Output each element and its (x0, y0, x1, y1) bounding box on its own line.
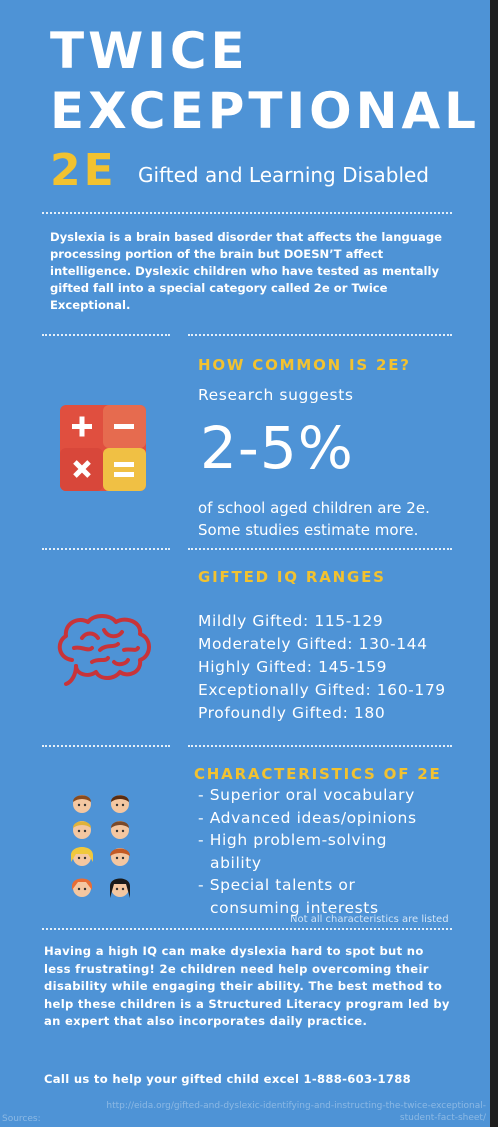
list-item: - High problem-solving (198, 831, 388, 849)
divider (188, 548, 452, 550)
source-link[interactable]: http://eida.org/gifted-and-dyslexic-iden… (26, 1100, 486, 1124)
calculator-icon (60, 405, 146, 491)
children-faces-icon (70, 795, 130, 898)
list-item: ability (210, 853, 262, 872)
sources-label: Sources: (2, 1114, 41, 1124)
window-edge (490, 0, 498, 1127)
characteristics-note: Not all characteristics are listed (290, 914, 449, 925)
list-item: - Superior oral vocabulary (198, 786, 415, 804)
common-stat: 2-5% (200, 414, 354, 482)
divider (42, 334, 170, 336)
divider (188, 334, 452, 336)
call-to-action[interactable]: Call us to help your gifted child excel … (44, 1072, 411, 1086)
divider (42, 745, 170, 747)
subtitle: Gifted and Learning Disabled (138, 163, 429, 187)
common-line-2: Some studies estimate more. (198, 521, 419, 539)
list-item: Profoundly Gifted: 180 (198, 704, 386, 722)
source-url-line-1[interactable]: http://eida.org/gifted-and-dyslexic-iden… (106, 1101, 486, 1111)
divider (188, 745, 452, 747)
iq-heading: GIFTED IQ RANGES (198, 568, 386, 586)
divider (42, 212, 452, 214)
list-item: Exceptionally Gifted: 160-179 (198, 681, 446, 699)
common-lead: Research suggests (198, 386, 354, 404)
title-line-2: EXCEPTIONAL (50, 82, 481, 140)
brain-icon (57, 614, 151, 686)
list-item: Highly Gifted: 145-159 (198, 658, 388, 676)
characteristics-list: - Superior oral vocabulary - Advanced id… (198, 784, 417, 919)
source-url-line-2[interactable]: student-fact-sheet/ (399, 1113, 486, 1123)
list-item: Moderately Gifted: 130-144 (198, 635, 428, 653)
common-heading: HOW COMMON IS 2E? (198, 356, 411, 374)
divider (42, 548, 170, 550)
list-item: - Special talents or (198, 876, 356, 894)
characteristics-heading: CHARACTERISTICS OF 2E (194, 765, 442, 783)
divider (42, 928, 452, 930)
title-abbr: 2E (50, 145, 117, 196)
title-line-1: TWICE (50, 22, 249, 80)
closing-paragraph: Having a high IQ can make dyslexia hard … (44, 944, 450, 1028)
iq-ranges-list: Mildly Gifted: 115-129 Moderately Gifted… (198, 610, 446, 725)
common-line-1: of school aged children are 2e. (198, 499, 430, 517)
list-item: consuming interests (210, 898, 379, 917)
intro-paragraph: Dyslexia is a brain based disorder that … (50, 230, 443, 312)
list-item: Mildly Gifted: 115-129 (198, 612, 384, 630)
list-item: - Advanced ideas/opinions (198, 808, 417, 827)
